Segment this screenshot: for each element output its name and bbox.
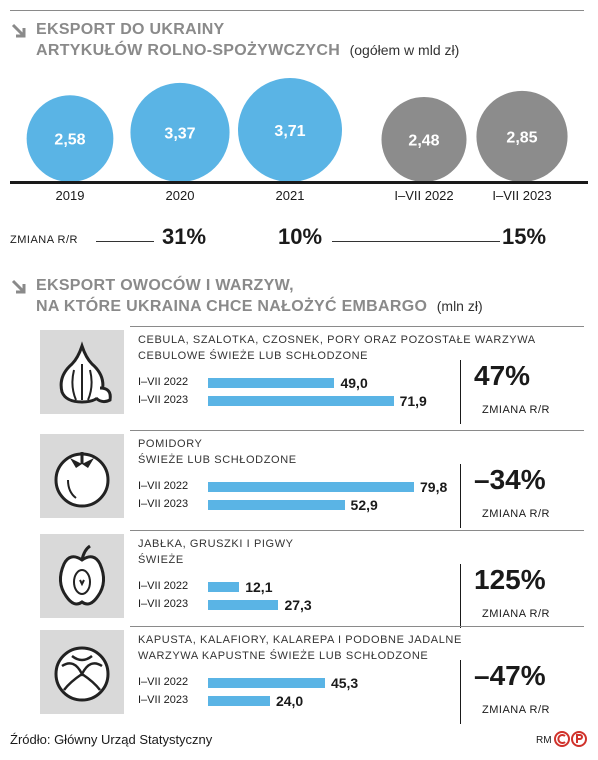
section1-title-line2: ARTYKUŁÓW ROLNO-SPOŻYWCZYCH: [36, 42, 341, 59]
year-label: 2019: [55, 188, 85, 203]
section2-unit: (mln zł): [436, 298, 483, 314]
period-label: I–VII 2022: [138, 580, 189, 592]
arrow-down-right-icon: [11, 279, 26, 294]
bar-value-label: 27,3: [284, 597, 312, 613]
bubble-value-label: 3,71: [274, 123, 305, 140]
apple-icon: [40, 534, 124, 618]
group-change-percent: 125%: [474, 564, 546, 595]
bubble-baseline: [10, 181, 588, 184]
bubble-chart: 2,58 3,37 3,71 2,48 2,85: [26, 78, 568, 182]
group-change-label: ZMIANA R/R: [482, 704, 550, 716]
row-divider: [130, 326, 584, 327]
period-label: I–VII 2022: [138, 480, 189, 492]
group-change-label: ZMIANA R/R: [482, 608, 550, 620]
change-label: ZMIANA R/R: [10, 234, 78, 246]
product-name: POMIDORY ŚWIEŻE LUB SCHŁODZONE: [138, 438, 297, 466]
bar: [208, 378, 335, 388]
bubble-value-label: 2,48: [408, 132, 439, 149]
period-label: I–VII 2023: [138, 598, 189, 610]
row-divider: [130, 626, 584, 627]
product-name: JABŁKA, GRUSZKI I PIGWY ŚWIEŻE: [138, 538, 294, 566]
period-label: I–VII 2022: [138, 376, 189, 388]
group-change-label: ZMIANA R/R: [482, 404, 550, 416]
source-note: Źródło: Główny Urząd Statystyczny: [10, 732, 213, 747]
author-signature: RM: [536, 735, 552, 746]
period-label: I–VII 2022: [138, 676, 189, 688]
group-change-label: ZMIANA R/R: [482, 508, 550, 520]
top-rule: [10, 10, 584, 11]
section2-title: EKSPORT OWOCÓW I WARZYW, NA KTÓRE UKRAIN…: [36, 276, 483, 317]
bar: [208, 678, 325, 688]
change-percent: 10%: [278, 224, 323, 249]
bubble-0: [26, 95, 114, 182]
product-name: CEBULA, SZALOTKA, CZOSNEK, PORY ORAZ POZ…: [138, 334, 536, 362]
section1-title-line1: EKSPORT DO UKRAINY: [36, 21, 225, 38]
group-change-percent: –34%: [474, 464, 546, 495]
bar-value-label: 71,9: [399, 393, 427, 409]
period-label: I–VII 2023: [138, 694, 189, 706]
bubble-2: [238, 78, 342, 182]
bubble-4: [476, 90, 568, 182]
garlic-icon: [40, 330, 124, 414]
change-dash: [332, 241, 500, 242]
change-divider: [460, 360, 461, 424]
cabbage-icon: [40, 630, 124, 714]
section2-title-line1: EKSPORT OWOCÓW I WARZYW,: [36, 277, 294, 294]
year-label: 2020: [165, 188, 195, 203]
change-percent: 31%: [162, 224, 207, 249]
arrow-down-right-icon: [11, 23, 26, 38]
bubble-value-label: 2,85: [506, 129, 537, 146]
change-divider: [460, 564, 461, 628]
product-name: KAPUSTA, KALAFIORY, KALAREPA I PODOBNE J…: [138, 634, 462, 662]
bar-value-label: 24,0: [275, 693, 304, 709]
tomato-icon: [40, 434, 124, 518]
publisher-logo: [554, 731, 587, 747]
bar: [208, 396, 394, 406]
bar-value-label: 49,0: [340, 375, 368, 391]
section1-unit: (ogółem w mld zł): [349, 42, 460, 58]
section2-title-line2: NA KTÓRE UKRAINA CHCE NAŁOŻYĆ EMBARGO: [36, 298, 428, 315]
bubble-3: [381, 96, 467, 182]
row-divider: [130, 530, 584, 531]
bar: [208, 582, 240, 592]
change-dash: [96, 241, 154, 242]
change-divider: [460, 464, 461, 528]
year-label: 2021: [275, 188, 305, 203]
bar: [208, 696, 270, 706]
section1-title: EKSPORT DO UKRAINY ARTYKUŁÓW ROLNO-SPOŻY…: [36, 20, 459, 61]
period-label: I–VII 2023: [138, 498, 189, 510]
change-percent: 15%: [502, 224, 547, 249]
group-change-percent: 47%: [474, 360, 531, 391]
bar: [208, 600, 279, 610]
bubble-value-label: 3,37: [164, 125, 195, 142]
bar-value-label: 52,9: [350, 497, 378, 513]
bubble-1: [130, 82, 230, 182]
year-label: I–VII 2023: [492, 188, 552, 203]
year-label: I–VII 2022: [394, 188, 454, 203]
row-divider: [130, 430, 584, 431]
bar: [208, 482, 414, 492]
period-label: I–VII 2023: [138, 394, 189, 406]
bar-value-label: 12,1: [245, 579, 273, 595]
change-divider: [460, 660, 461, 724]
bar-value-label: 79,8: [420, 479, 448, 495]
group-change-percent: –47%: [474, 660, 546, 691]
bar: [208, 500, 345, 510]
bubble-value-label: 2,58: [54, 132, 85, 149]
bar-value-label: 45,3: [330, 675, 359, 691]
